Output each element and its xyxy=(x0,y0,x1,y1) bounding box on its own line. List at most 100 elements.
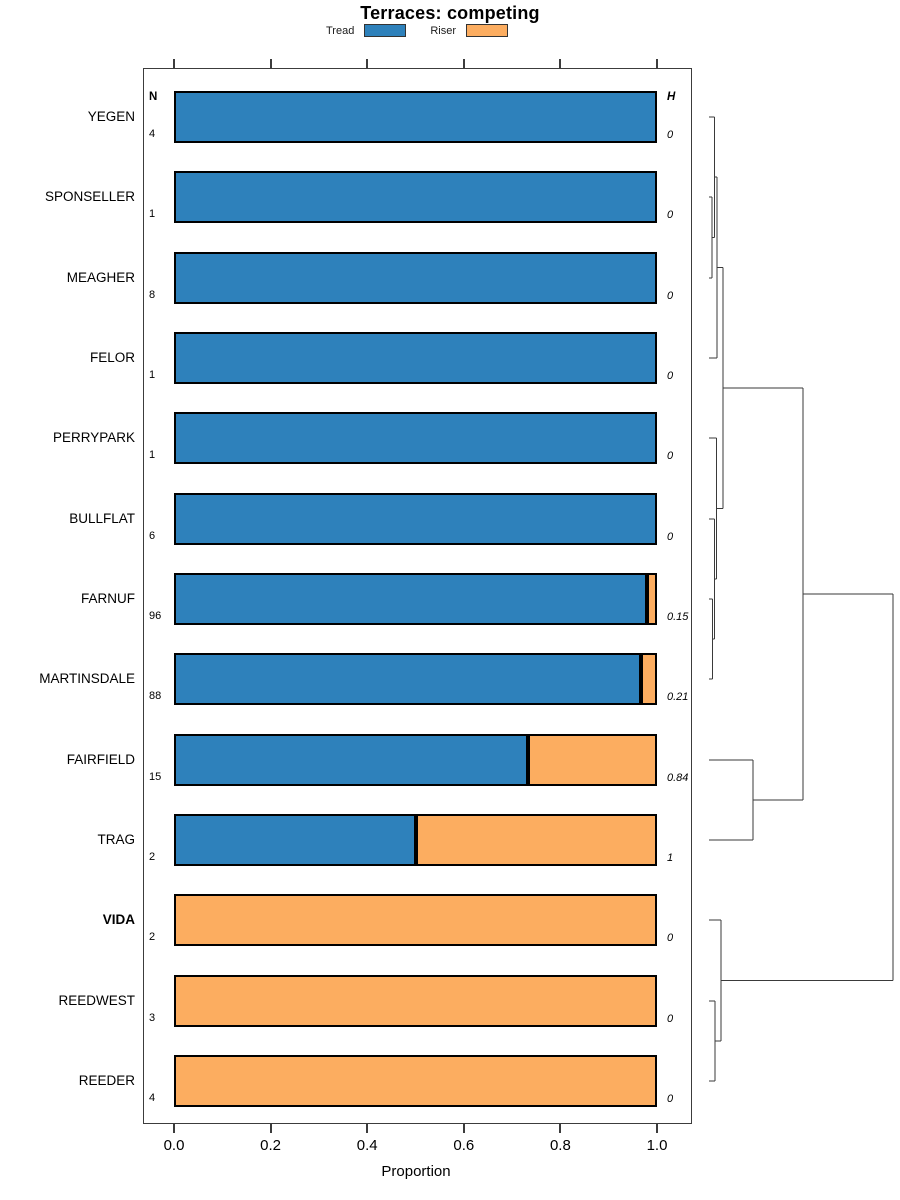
h-value: 0 xyxy=(667,1012,674,1025)
x-tick xyxy=(269,1124,272,1133)
legend-swatch-tread xyxy=(364,24,407,37)
chart-title: Terraces: competing xyxy=(360,3,540,23)
h-value: 0.15 xyxy=(667,610,689,623)
bar-row xyxy=(174,974,657,1027)
x-tick xyxy=(559,59,562,68)
h-value: 1 xyxy=(667,851,674,864)
site-label: FAIRFIELD xyxy=(66,751,135,767)
x-tick xyxy=(559,1124,562,1133)
bar-row xyxy=(174,171,657,224)
bar-row xyxy=(174,251,657,304)
x-tick xyxy=(462,1124,465,1133)
h-value: 0 xyxy=(667,129,674,141)
plot-box xyxy=(143,68,692,1124)
x-tick xyxy=(656,1124,658,1133)
n-value: 4 xyxy=(149,128,156,140)
x-tick-label: 1.0 xyxy=(646,1137,668,1154)
h-value: 0 xyxy=(667,450,674,463)
site-label: TRAG xyxy=(97,831,135,847)
n-value: 1 xyxy=(149,449,156,462)
h-value: 0 xyxy=(667,1092,674,1105)
legend-label: Riser xyxy=(430,24,456,37)
bar-row xyxy=(174,572,657,625)
h-column-header: H xyxy=(667,91,676,103)
bar-row xyxy=(174,412,657,465)
legend-item: Riser xyxy=(430,24,508,37)
n-value: 2 xyxy=(149,850,156,863)
bar-segment-tread xyxy=(174,813,416,866)
bar-row xyxy=(174,733,657,786)
bar-segment-tread xyxy=(174,733,529,786)
n-value: 6 xyxy=(149,529,156,542)
site-label: YEGEN xyxy=(87,109,135,124)
bar-row xyxy=(174,894,657,947)
h-value: 0 xyxy=(667,209,674,222)
x-tick xyxy=(462,59,465,68)
x-axis-title: Proportion xyxy=(381,1163,451,1180)
x-tick xyxy=(269,59,272,68)
site-label: VIDA xyxy=(102,912,135,928)
x-tick-label: 0.4 xyxy=(356,1137,378,1154)
bar-segment-riser xyxy=(174,894,657,947)
n-value: 96 xyxy=(149,609,162,622)
x-tick-label: 0.0 xyxy=(163,1137,185,1154)
bar-row xyxy=(174,331,657,384)
site-label: MEAGHER xyxy=(66,269,135,285)
site-label: SPONSELLER xyxy=(44,189,135,205)
bar-segment-riser xyxy=(640,653,657,706)
legend-label: Tread xyxy=(326,24,355,37)
h-value: 0.84 xyxy=(667,771,689,784)
x-tick xyxy=(173,59,175,68)
legend-swatch-riser xyxy=(466,24,508,37)
h-value: 0 xyxy=(667,932,674,945)
bar-segment-tread xyxy=(174,572,647,625)
site-label: FARNUF xyxy=(81,590,135,606)
n-value: 1 xyxy=(149,368,156,381)
n-column-header: N xyxy=(149,91,158,103)
legend-item: Tread xyxy=(326,24,407,37)
bar-segment-riser xyxy=(174,974,657,1027)
n-value: 4 xyxy=(149,1091,156,1104)
x-tick xyxy=(366,1124,369,1133)
n-value: 8 xyxy=(149,288,156,301)
x-tick xyxy=(366,59,369,68)
bar-segment-tread xyxy=(174,653,641,706)
bar-segment-tread xyxy=(174,492,657,545)
bar-segment-riser xyxy=(415,813,657,866)
x-tick-label: 0.8 xyxy=(549,1137,571,1154)
site-label: BULLFLAT xyxy=(69,510,135,526)
bar-segment-riser xyxy=(174,1054,657,1107)
bar-row xyxy=(174,1054,657,1107)
site-label: MARTINSDALE xyxy=(39,671,135,687)
bar-row xyxy=(174,492,657,545)
n-value: 88 xyxy=(149,690,162,703)
n-value: 1 xyxy=(149,208,156,221)
h-value: 0 xyxy=(667,369,674,382)
bar-segment-tread xyxy=(174,171,657,224)
n-value: 2 xyxy=(149,931,156,944)
bar-segment-riser xyxy=(528,733,657,786)
site-label: REEDER xyxy=(78,1072,135,1088)
legend: Tread Riser xyxy=(326,24,508,37)
x-tick-label: 0.2 xyxy=(260,1137,282,1154)
x-tick-label: 0.6 xyxy=(453,1137,475,1154)
site-label: FELOR xyxy=(89,349,135,365)
bar-row xyxy=(174,653,657,706)
bar-segment-riser xyxy=(646,572,657,625)
h-value: 0.21 xyxy=(667,691,689,704)
h-value: 0 xyxy=(667,530,674,543)
x-tick xyxy=(173,1124,175,1133)
bar-row xyxy=(174,91,657,143)
bar-segment-tread xyxy=(174,91,657,143)
h-value: 0 xyxy=(667,289,674,302)
n-value: 15 xyxy=(149,770,162,783)
site-label: REEDWEST xyxy=(58,992,135,1008)
x-tick xyxy=(656,59,658,68)
site-label: PERRYPARK xyxy=(52,430,135,446)
bar-segment-tread xyxy=(174,331,657,384)
bar-segment-tread xyxy=(174,251,657,304)
bar-segment-tread xyxy=(174,412,657,465)
n-value: 3 xyxy=(149,1011,156,1024)
